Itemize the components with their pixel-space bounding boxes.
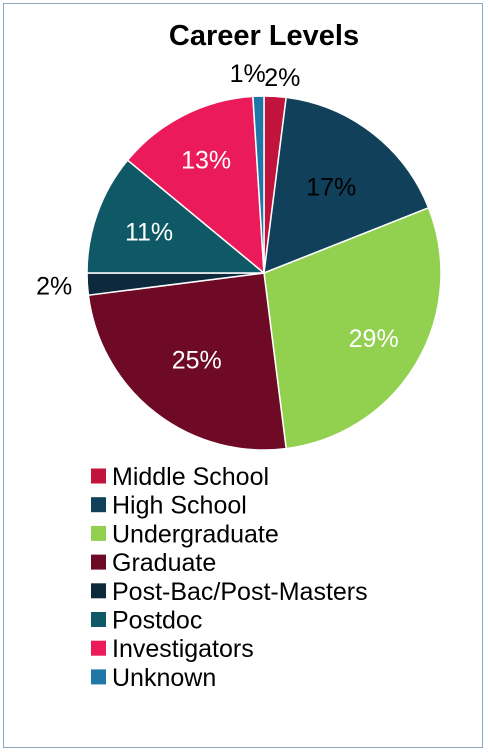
legend-label-postdoc: Postdoc xyxy=(112,607,202,635)
slice-label-undergraduate: 29% xyxy=(349,325,399,353)
legend-label-post-bac-post-masters: Post-Bac/Post-Masters xyxy=(112,578,368,606)
legend-label-unknown: Unknown xyxy=(112,664,216,692)
pie-slice-unknown xyxy=(252,95,265,274)
pie-slice-graduate xyxy=(87,272,288,451)
legend-swatch-high-school xyxy=(91,497,106,513)
pie-slice-investigators xyxy=(126,95,265,275)
legend-swatch-post-bac-post-masters xyxy=(91,583,106,599)
slice-label-postdoc: 11% xyxy=(125,219,173,247)
pie-slice-high-school xyxy=(263,96,430,275)
legend-label-undergraduate: Undergraduate xyxy=(112,520,279,548)
slice-label-graduate: 25% xyxy=(172,347,222,375)
legend-label-high-school: High School xyxy=(112,492,247,520)
slice-label-investigators: 13% xyxy=(181,146,231,174)
chart-title: Career Levels xyxy=(169,20,359,52)
pie-slice-undergraduate xyxy=(263,206,442,450)
legend-swatch-undergraduate xyxy=(91,525,106,541)
pie-slice-postdoc xyxy=(86,159,267,274)
legend-label-graduate: Graduate xyxy=(112,549,216,577)
slice-label-unknown: 1% xyxy=(230,60,266,88)
legend-swatch-middle-school xyxy=(91,468,106,484)
legend-swatch-graduate xyxy=(91,554,106,570)
legend-swatch-unknown xyxy=(91,669,106,685)
legend-swatch-investigators xyxy=(91,640,106,656)
slice-label-high-school: 17% xyxy=(306,173,356,201)
legend-label-investigators: Investigators xyxy=(112,635,254,663)
slice-label-post-bac-post-masters: 2% xyxy=(36,272,72,300)
pie-slices xyxy=(86,95,442,451)
legend-label-middle-school: Middle School xyxy=(112,463,269,491)
slice-label-middle-school: 2% xyxy=(264,64,300,92)
legend-swatch-postdoc xyxy=(91,612,106,627)
slice-labels: 2% 17% 29% 25% 2% 11% 13% 1% xyxy=(36,60,399,375)
